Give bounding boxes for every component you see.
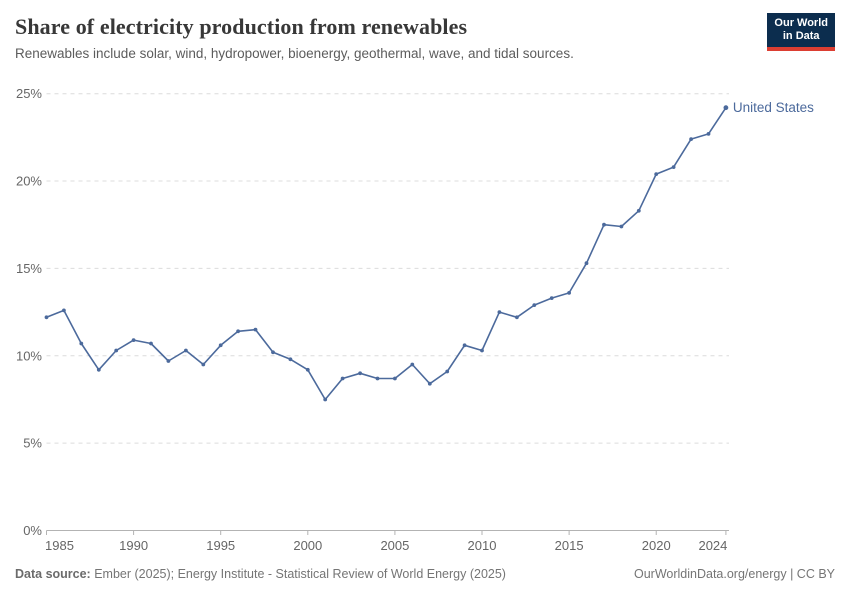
x-tick-label: 2005 (380, 538, 409, 553)
data-point-marker (253, 327, 258, 332)
data-point-marker (375, 376, 380, 381)
chart-subtitle: Renewables include solar, wind, hydropow… (15, 46, 574, 61)
owid-logo-line1: Our World (774, 17, 828, 29)
y-tick-label: 5% (23, 436, 42, 451)
data-point-marker (271, 350, 275, 355)
owid-logo[interactable]: Our World in Data (767, 13, 835, 51)
series-label[interactable]: United States (733, 100, 814, 115)
page-title: Share of electricity production from ren… (15, 14, 468, 39)
x-tick-label: 2000 (293, 538, 322, 553)
data-point-marker (79, 341, 84, 346)
data-point-marker (393, 376, 397, 381)
x-tick-label: 1995 (206, 538, 235, 553)
datasource-label: Data source: (15, 567, 91, 581)
data-point-marker (706, 132, 711, 136)
data-point-marker (462, 343, 467, 348)
data-point-marker (619, 224, 624, 229)
chart-canvas[interactable]: 0% 5% 10% 15% 20% 25% 1985 1990 1995 2000 2005 2010… (0, 72, 850, 572)
x-tick-label: 2024 (698, 538, 727, 553)
data-point-marker (201, 362, 206, 367)
data-point-marker (497, 310, 502, 314)
data-point-marker (584, 261, 589, 266)
data-point-marker (131, 338, 136, 342)
data-point-marker (445, 369, 450, 374)
chart-footer: Data source: Ember (2025); Energy Instit… (15, 566, 835, 583)
data-point-marker (480, 348, 484, 353)
data-point-marker (288, 357, 293, 362)
data-point-marker (218, 343, 223, 348)
datasource-note: Data source: Ember (2025); Energy Instit… (15, 566, 506, 583)
x-tick-label: 2020 (642, 538, 671, 553)
datasource-text: Ember (2025); Energy Institute - Statist… (90, 567, 506, 581)
data-point-marker (723, 105, 729, 111)
y-tick-label: 0% (23, 523, 42, 538)
data-point-marker (184, 348, 188, 353)
data-point-marker (166, 359, 171, 363)
y-tick-label: 20% (16, 174, 42, 189)
data-point-marker (549, 296, 554, 300)
data-point-marker (427, 381, 432, 386)
data-point-marker (654, 172, 659, 176)
data-point-marker (340, 376, 345, 381)
data-point-marker (114, 348, 119, 353)
data-point-marker (62, 308, 66, 313)
y-tick-label: 15% (16, 261, 42, 276)
data-point-marker (567, 291, 571, 295)
x-tick-label: 1985 (45, 538, 74, 553)
data-point-marker (532, 303, 537, 307)
data-point-marker (236, 329, 241, 334)
data-point-marker (671, 165, 676, 169)
data-point-marker (323, 397, 328, 402)
data-point-marker (149, 341, 153, 346)
owid-logo-accent-bar (767, 47, 835, 51)
credit-link[interactable]: OurWorldinData.org/energy | CC BY (633, 567, 835, 581)
data-point-marker (305, 367, 310, 372)
owid-logo-line2: in Data (782, 30, 820, 42)
x-tick-label: 2010 (468, 538, 497, 553)
x-tick-label: 2015 (555, 538, 584, 553)
y-tick-label: 25% (16, 86, 42, 101)
series-line-united-states[interactable] (46, 107, 727, 401)
data-point-marker (358, 371, 362, 376)
data-point-marker (44, 315, 49, 320)
data-point-marker (689, 137, 693, 141)
data-point-marker (602, 222, 606, 227)
x-tick-label: 1990 (119, 538, 148, 553)
data-point-marker (96, 367, 101, 372)
y-tick-label: 10% (16, 348, 42, 363)
data-point-marker (410, 362, 415, 367)
data-point-marker (515, 315, 519, 320)
data-point-marker (636, 208, 641, 213)
